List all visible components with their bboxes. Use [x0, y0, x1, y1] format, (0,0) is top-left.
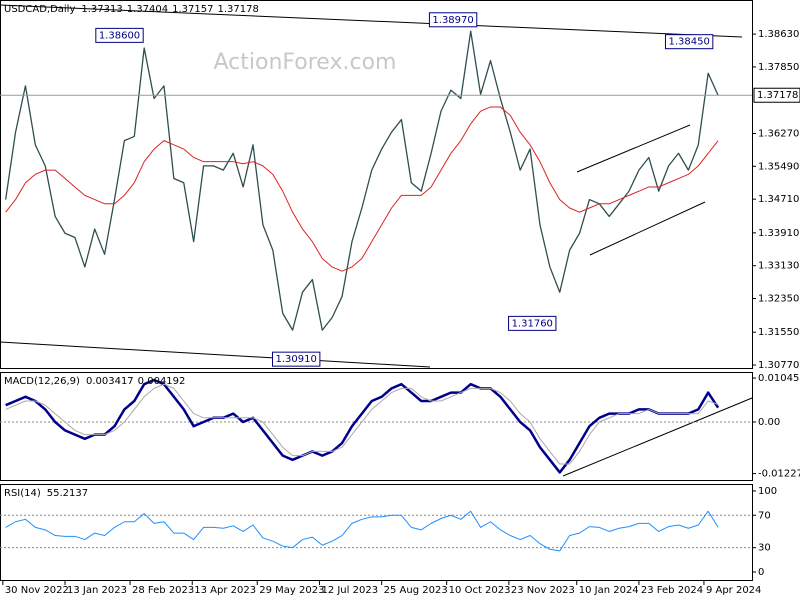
- channel-line: [576, 124, 691, 173]
- trend-line: [0, 341, 431, 368]
- x-tick-label: 10 Oct 2023: [449, 585, 511, 596]
- annotation-label: 1.38450: [668, 37, 709, 48]
- annotation-box: [272, 351, 321, 367]
- y-tick-label: 1.32350: [758, 294, 799, 305]
- trend-line: [0, 4, 743, 38]
- x-tick-label: 30 Nov 2022: [5, 585, 69, 596]
- x-tick-label: 25 Aug 2023: [384, 585, 448, 596]
- y-tick-label: 1.36270: [758, 128, 799, 139]
- panel-frame: [0, 372, 753, 481]
- panel-header: MACD(12,26,9) 0.003417 0.004192: [4, 376, 185, 387]
- y-tick-label: 1.33130: [758, 261, 799, 272]
- annotation-label: 1.38970: [432, 15, 473, 26]
- x-tick-label: 29 May 2023: [259, 585, 324, 596]
- y-tick-label: 100: [758, 486, 777, 497]
- y-tick-label: 1.33910: [758, 228, 799, 239]
- x-tick-label: 13 Jan 2023: [67, 585, 127, 596]
- y-tick-label: -0.012276: [758, 469, 800, 480]
- annotation-label: 1.38600: [99, 30, 140, 41]
- panel-title: RSI(14): [4, 488, 41, 499]
- y-tick-label: 1.35490: [758, 161, 799, 172]
- last-price-box: [753, 87, 800, 103]
- readout-value: 0.003417: [86, 376, 134, 387]
- x-tick-label: 9 Apr 2024: [706, 585, 761, 596]
- channel-line: [589, 201, 706, 256]
- readout-value: 55.2137: [47, 488, 88, 499]
- annotation-label: 1.30910: [276, 354, 317, 365]
- annotation-box: [95, 27, 144, 43]
- y-tick-label: 1.38630: [758, 29, 799, 40]
- y-tick-label: 0: [758, 567, 764, 578]
- readout-value: 0.004192: [138, 376, 186, 387]
- series-line: [5, 510, 719, 552]
- series-line: [5, 383, 719, 465]
- readout-value: 1.37157: [172, 4, 213, 15]
- panel-frame: [0, 484, 753, 581]
- readout-value: 1.37404: [127, 4, 168, 15]
- y-tick-label: 1.30770: [758, 360, 799, 371]
- series-line: [5, 106, 719, 272]
- annotation-label: 1.31760: [512, 318, 553, 329]
- last-price-label: 1.37178: [757, 90, 798, 101]
- y-tick-label: 70: [758, 510, 771, 521]
- x-tick-label: 13 Apr 2023: [194, 585, 256, 596]
- y-tick-label: 1.34710: [758, 194, 799, 205]
- y-tick-label: 1.37850: [758, 62, 799, 73]
- series-line: [5, 378, 720, 474]
- annotation-box: [428, 12, 478, 28]
- x-tick-label: 23 Nov 2023: [511, 585, 575, 596]
- panel-title: USDCAD,Daily: [4, 4, 75, 15]
- y-tick-label: 1.31550: [758, 327, 799, 338]
- readout-value: 1.37313: [81, 4, 122, 15]
- trend-line: [562, 397, 753, 477]
- annotation-box: [508, 315, 557, 331]
- panel-header: USDCAD,Daily 1.37313 1.37404 1.37157 1.37178: [4, 4, 259, 15]
- panel-header: RSI(14) 55.2137: [4, 488, 88, 499]
- watermark: ActionForex.com: [214, 50, 397, 75]
- y-tick-label: 0.00: [758, 417, 780, 428]
- x-tick-label: 12 Jul 2023: [321, 585, 378, 596]
- x-tick-label: 23 Feb 2024: [641, 585, 703, 596]
- series-line: [5, 30, 719, 331]
- panel-frame: [0, 0, 753, 369]
- x-tick-label: 10 Jan 2024: [579, 585, 639, 596]
- x-tick-label: 28 Feb 2023: [132, 585, 194, 596]
- readout-value: 1.37178: [217, 4, 258, 15]
- y-tick-label: 0.010457: [758, 373, 800, 384]
- annotation-box: [664, 34, 714, 50]
- y-tick-label: 30: [758, 543, 771, 554]
- panel-title: MACD(12,26,9): [4, 376, 80, 387]
